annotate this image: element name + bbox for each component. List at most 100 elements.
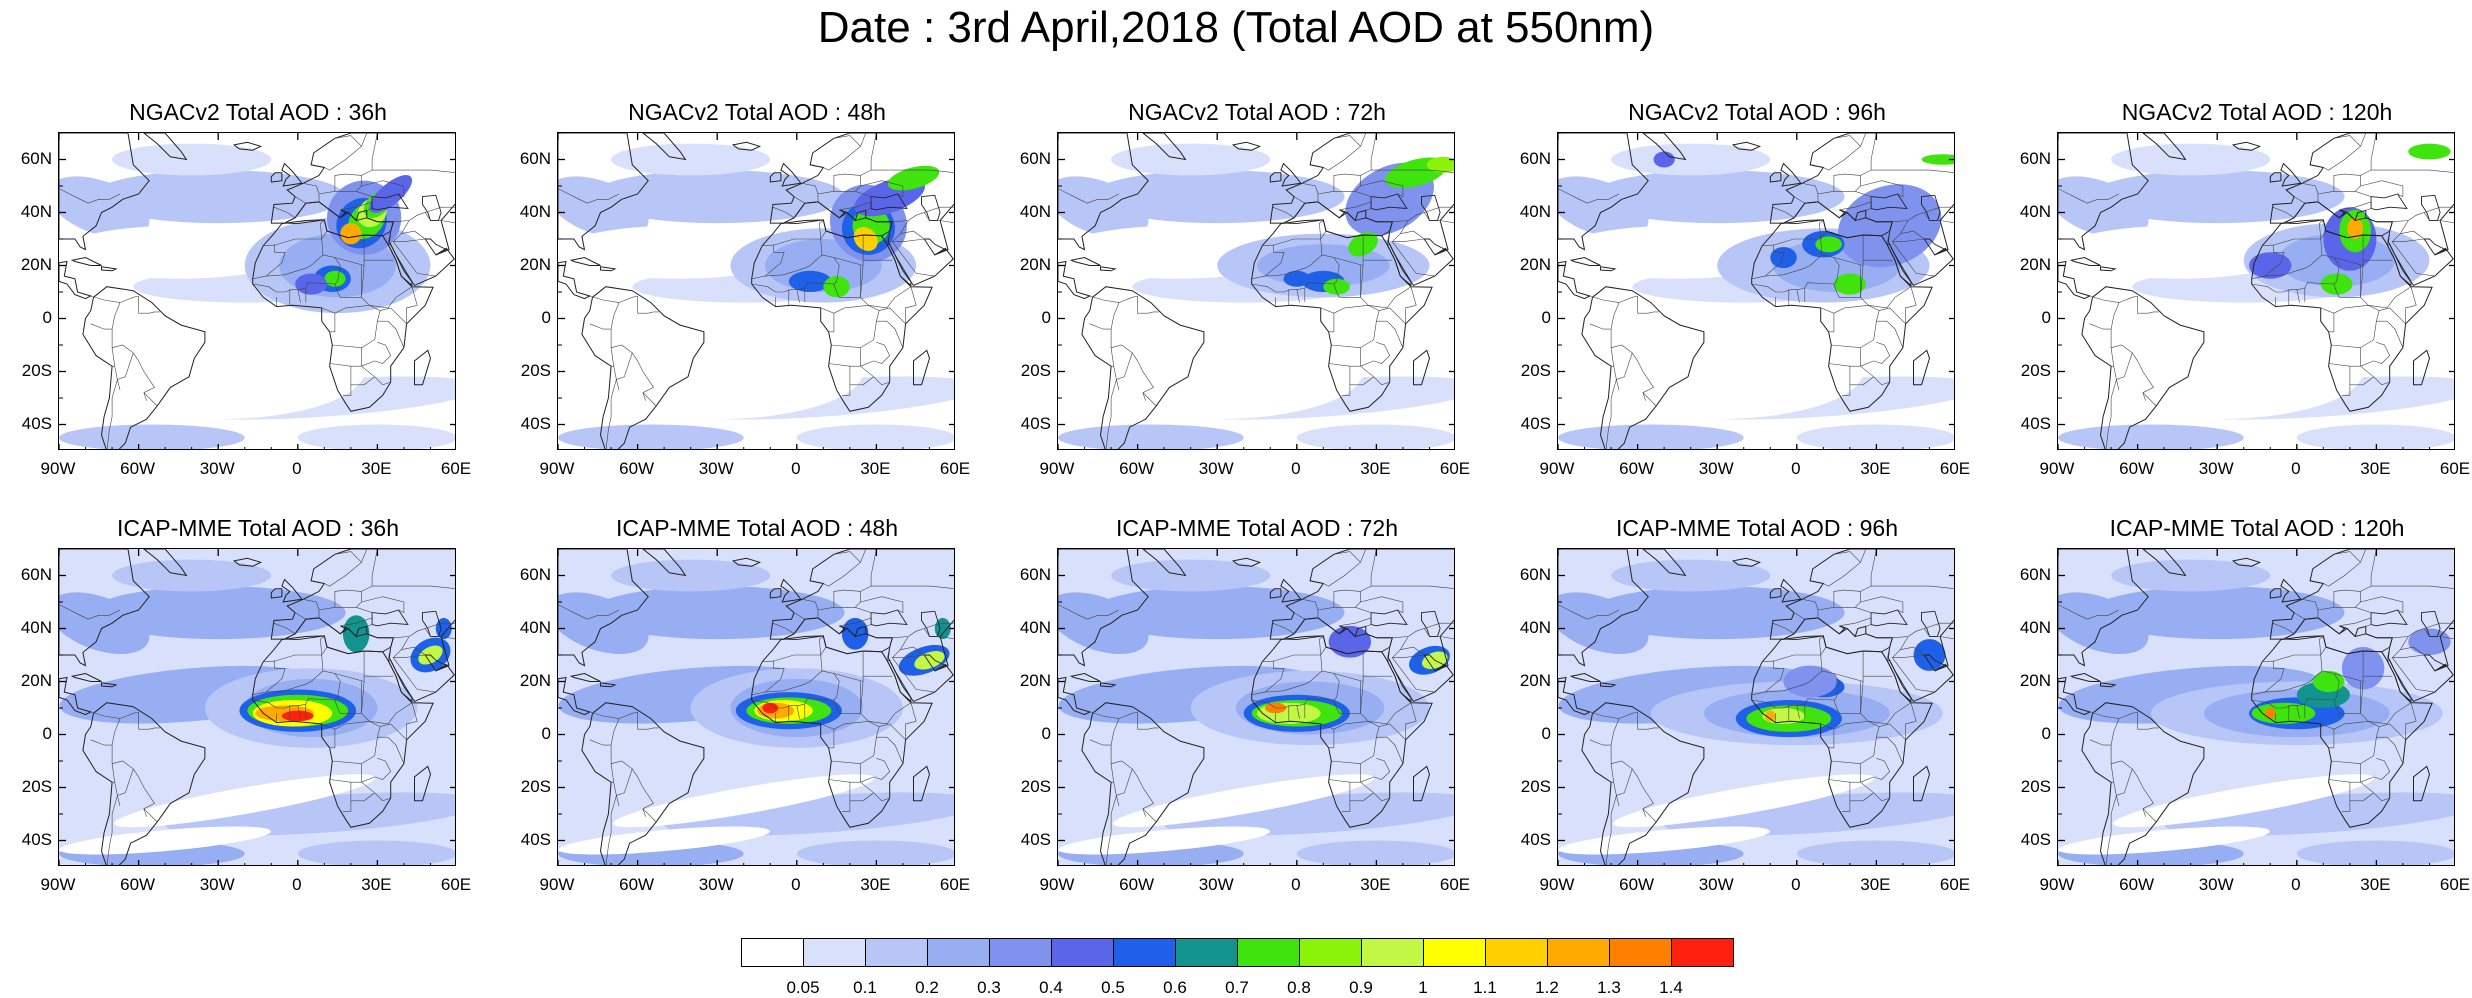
panel-title: NGACv2 Total AOD : 96h (1628, 99, 1886, 125)
country-border (2371, 585, 2454, 589)
aod-field (297, 424, 455, 449)
coastline (569, 256, 601, 266)
coastline (371, 193, 409, 211)
coastline (424, 238, 448, 256)
country-border (1089, 711, 1138, 719)
country-border (1302, 599, 1319, 611)
coastline (1142, 549, 1187, 577)
country-border (441, 636, 455, 640)
country-border (796, 289, 800, 303)
country-border (303, 599, 320, 611)
colorbar-label: 0.7 (1225, 978, 1249, 997)
country-border (796, 705, 800, 719)
coastline (2386, 243, 2412, 287)
lat-label: 0 (1541, 723, 1551, 743)
coastline (232, 557, 263, 567)
aod-field (2058, 176, 2149, 239)
coastline (731, 557, 762, 567)
country-border (2424, 206, 2454, 213)
lat-label: 40N (1519, 201, 1551, 221)
country-border (1333, 589, 1361, 608)
lat-label: 0 (2041, 723, 2051, 743)
country-border (886, 231, 890, 245)
country-border (2360, 681, 2412, 725)
coastline (1731, 557, 1762, 567)
lon-label: 0 (2291, 875, 2301, 894)
coastline (1413, 349, 1431, 386)
lon-label: 30W (698, 459, 734, 478)
lat-label: 40S (21, 413, 52, 433)
lon-label: 90W (1039, 459, 1075, 478)
coastline (1370, 193, 1408, 211)
country-border (2137, 296, 2159, 314)
aod-field (611, 559, 771, 592)
country-border (1860, 133, 1877, 176)
country-border (892, 241, 935, 277)
country-border (2320, 723, 2335, 749)
aod-field (796, 840, 954, 865)
country-border (1392, 657, 1435, 693)
lon-label: 60W (1619, 459, 1655, 478)
coastline (284, 617, 394, 655)
country-border (637, 296, 659, 314)
country-border (2089, 718, 2120, 746)
aod-plume (2347, 217, 2364, 239)
country-border (406, 286, 418, 324)
country-border (865, 208, 872, 211)
country-border (1839, 612, 1872, 627)
country-border (387, 647, 391, 661)
lon-label: 60E (440, 875, 472, 894)
country-border (1892, 657, 1935, 693)
country-border (1058, 604, 1120, 620)
lat-label: 20S (1020, 360, 1051, 380)
aod-low-field (114, 774, 376, 828)
coastline (1642, 133, 1687, 161)
country-border (1802, 599, 1819, 611)
country-border (1616, 768, 1633, 807)
country-border (1116, 768, 1133, 807)
country-border (900, 646, 925, 656)
aod-field (1558, 176, 1649, 239)
aod-plume (762, 702, 779, 714)
lon-label: 60W (2119, 459, 2155, 478)
country-border (117, 768, 134, 807)
aod-plume (369, 175, 413, 213)
country-border (1137, 296, 1159, 314)
aod-map (1557, 548, 1955, 866)
country-border (1764, 654, 1823, 693)
aod-plume (841, 617, 869, 650)
country-border (1924, 622, 1954, 629)
country-border (820, 723, 835, 749)
country-border (860, 549, 877, 592)
country-border (1328, 347, 1361, 367)
colorbar-label: 0.9 (1349, 978, 1373, 997)
country-border (892, 657, 935, 693)
coastline (2413, 349, 2431, 386)
country-border (1793, 196, 1805, 204)
coastline (1769, 549, 1954, 703)
lon-label: 60E (939, 875, 971, 894)
country-border (1360, 681, 1412, 725)
coastline (2423, 654, 2447, 672)
country-border (393, 241, 436, 277)
coastline (2231, 141, 2262, 151)
coastline (1769, 172, 1782, 183)
country-border (642, 371, 654, 401)
lon-label: 60W (619, 875, 655, 894)
lat-label: 60N (1519, 148, 1551, 168)
aod-field (1089, 586, 1345, 640)
country-border (1886, 231, 1890, 245)
lon-label: 0 (1791, 875, 1801, 894)
country-border (2105, 782, 2117, 865)
coastline (1769, 588, 1782, 599)
aod-field (796, 424, 954, 449)
country-border (860, 596, 904, 614)
aod-low-field (571, 323, 864, 420)
country-border (2272, 622, 2295, 635)
coastline (1100, 682, 1117, 688)
country-border (1379, 723, 1406, 741)
country-border (2323, 133, 2367, 171)
aod-map (2057, 132, 2455, 450)
country-border (1319, 220, 1327, 240)
country-border (1802, 183, 1819, 195)
